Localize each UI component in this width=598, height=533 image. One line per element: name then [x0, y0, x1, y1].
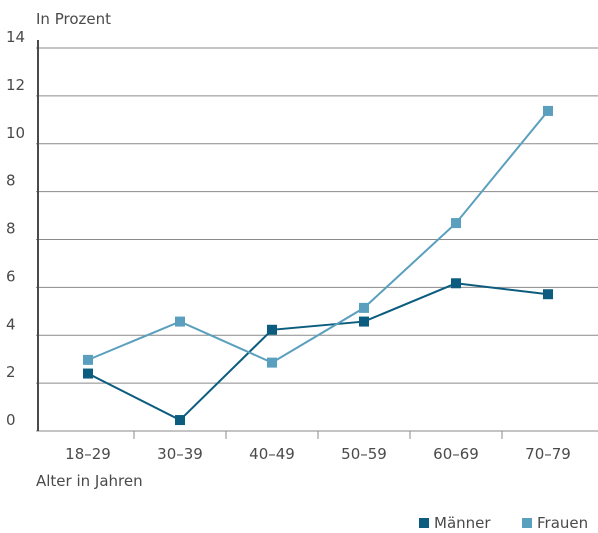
legend-swatch: [419, 518, 429, 528]
x-tick-label: 30–39: [157, 445, 203, 463]
x-tick-labels: 18–29 30–39 40–49 50–59 60–69 70–79: [65, 431, 571, 463]
data-point: [83, 354, 93, 365]
x-tick-label: 50–59: [341, 445, 387, 463]
data-point: [359, 316, 369, 327]
data-point: [451, 278, 461, 289]
series-0: [83, 278, 553, 426]
grid: [36, 40, 598, 432]
data-point: [359, 302, 369, 313]
legend: Männer Frauen: [419, 514, 588, 532]
y-tick-label: 0: [6, 411, 16, 429]
series-line: [87, 110, 549, 364]
x-tick-label: 60–69: [433, 445, 479, 463]
y-tick-label: 4: [6, 315, 16, 333]
y-tick-label: 10: [6, 124, 25, 142]
y-tick-label: 8: [6, 172, 16, 190]
data-point: [451, 218, 461, 229]
legend-swatch: [522, 518, 532, 528]
data-point: [543, 105, 553, 116]
x-axis-label: Alter in Jahren: [36, 472, 143, 490]
legend-item: Frauen: [522, 514, 588, 532]
legend-label: Frauen: [537, 514, 588, 532]
y-tick-labels: 0 2 4 6 8 8 10 12 14: [6, 28, 25, 429]
y-tick-label: 8: [6, 220, 16, 238]
data-point: [83, 368, 93, 379]
y-tick-label: 12: [6, 76, 25, 94]
data-point: [267, 324, 277, 335]
data-point: [175, 316, 185, 327]
y-axis-label: In Prozent: [36, 10, 111, 28]
series-group: [83, 105, 553, 426]
data-point: [175, 415, 185, 426]
series-1: [83, 105, 553, 368]
data-point: [267, 357, 277, 368]
x-tick-label: 70–79: [525, 445, 571, 463]
data-point: [543, 289, 553, 300]
y-tick-label: 14: [6, 28, 25, 46]
y-tick-label: 6: [6, 267, 16, 285]
x-tick-label: 18–29: [65, 445, 111, 463]
legend-label: Männer: [434, 514, 491, 532]
x-tick-label: 40–49: [249, 445, 295, 463]
series-line: [87, 282, 549, 422]
y-tick-label: 2: [6, 363, 16, 381]
legend-item: Männer: [419, 514, 491, 532]
